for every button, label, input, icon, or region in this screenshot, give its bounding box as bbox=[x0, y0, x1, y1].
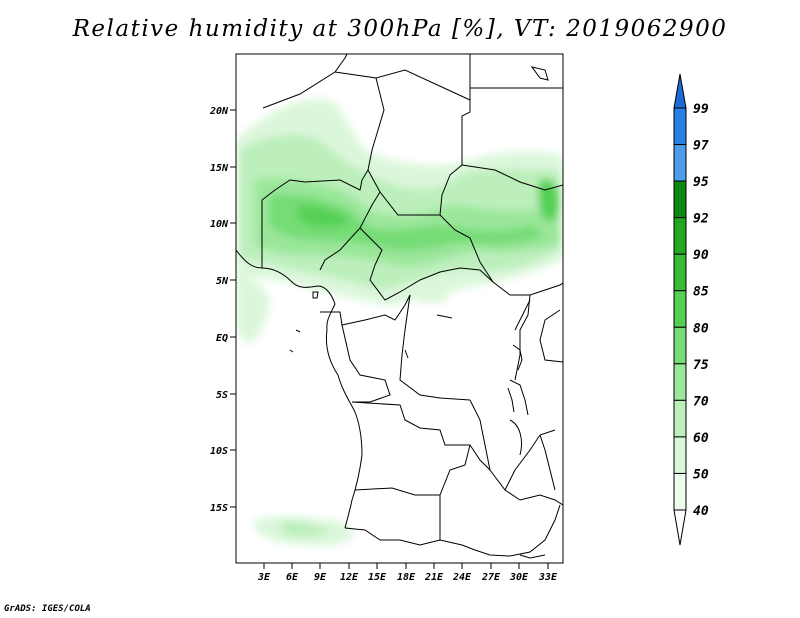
lon-label-18e: 18E bbox=[397, 572, 416, 583]
lat-label-15s: 15S bbox=[210, 503, 228, 514]
colorbar-segment bbox=[673, 363, 687, 401]
colorbar-label: 99 bbox=[693, 102, 709, 117]
colorbar: 99 97 95 92 90 85 80 75 70 60 50 40 bbox=[673, 73, 709, 546]
lon-tick-27e: 27E bbox=[481, 563, 501, 583]
colorbar-segment bbox=[673, 253, 687, 292]
lat-label-15n: 15N bbox=[210, 163, 229, 174]
lon-label-12e: 12E bbox=[340, 572, 359, 583]
lon-label-3e: 3E bbox=[257, 572, 271, 583]
map-frame bbox=[235, 53, 564, 564]
colorbar-label: 85 bbox=[693, 285, 709, 300]
lat-tick-15s: 15S bbox=[210, 503, 236, 514]
colorbar-label: 97 bbox=[693, 139, 709, 154]
lon-label-33e: 33E bbox=[538, 572, 558, 583]
humidity-shading bbox=[236, 99, 563, 547]
colorbar-label: 92 bbox=[693, 212, 709, 227]
lon-tick-21e: 21E bbox=[424, 563, 444, 583]
colorbar-segment bbox=[673, 144, 687, 182]
colorbar-segment bbox=[673, 107, 687, 146]
lon-tick-9e: 9E bbox=[314, 563, 327, 583]
colorbar-label: 80 bbox=[693, 321, 709, 336]
colorbar-segment bbox=[673, 290, 687, 328]
lon-tick-18e: 18E bbox=[397, 563, 416, 583]
lon-tick-33e: 33E bbox=[538, 563, 558, 583]
lat-label-5n: 5N bbox=[216, 276, 229, 287]
colorbar-segment bbox=[673, 326, 687, 365]
colorbar-top-arrow bbox=[673, 73, 687, 109]
colorbar-segment bbox=[673, 472, 687, 511]
lat-tick-5n: 5N bbox=[216, 276, 236, 287]
lat-label-10s: 10S bbox=[210, 446, 228, 457]
lon-label-21e: 21E bbox=[424, 572, 444, 583]
colorbar-label: 60 bbox=[693, 431, 709, 446]
lat-label-5s: 5S bbox=[216, 390, 228, 401]
lat-tick-20n: 20N bbox=[209, 106, 236, 117]
lon-label-6e: 6E bbox=[286, 572, 299, 583]
colorbar-segment bbox=[673, 180, 687, 219]
lat-tick-eq: EQ bbox=[216, 333, 236, 344]
colorbar-segment bbox=[673, 436, 687, 474]
lat-label-eq: EQ bbox=[216, 333, 228, 344]
lon-tick-3e: 3E bbox=[257, 563, 271, 583]
colorbar-label: 95 bbox=[693, 175, 709, 190]
lon-axis: 3E 6E 9E 12E 15E 18E 21E 24E 27E 30E 33E bbox=[257, 563, 558, 583]
lon-label-30e: 30E bbox=[509, 572, 529, 583]
lon-tick-6e: 6E bbox=[286, 563, 299, 583]
lon-tick-12e: 12E bbox=[340, 563, 359, 583]
lat-tick-15n: 15N bbox=[210, 163, 236, 174]
colorbar-label: 40 bbox=[693, 504, 709, 519]
colorbar-label: 90 bbox=[693, 248, 709, 263]
lat-axis: 20N 15N 10N 5N EQ 5S 10S 15S bbox=[209, 106, 236, 514]
lon-tick-30e: 30E bbox=[509, 563, 529, 583]
colorbar-label: 75 bbox=[693, 358, 709, 373]
colorbar-label: 70 bbox=[693, 394, 709, 409]
colorbar-segment bbox=[673, 217, 687, 255]
lon-label-15e: 15E bbox=[368, 572, 387, 583]
lon-tick-24e: 24E bbox=[452, 563, 472, 583]
lat-label-10n: 10N bbox=[210, 219, 229, 230]
lon-label-9e: 9E bbox=[314, 572, 327, 583]
lat-tick-10s: 10S bbox=[210, 446, 236, 457]
lon-label-24e: 24E bbox=[452, 572, 472, 583]
footer-credit: GrADS: IGES/COLA bbox=[4, 604, 91, 614]
colorbar-bottom-arrow bbox=[673, 509, 687, 546]
map-title: Relative humidity at 300hPa [%], VT: 201… bbox=[72, 16, 728, 42]
colorbar-segment bbox=[673, 399, 687, 438]
country-borders bbox=[236, 54, 563, 559]
lat-tick-5s: 5S bbox=[216, 390, 236, 401]
lon-tick-15e: 15E bbox=[368, 563, 387, 583]
lat-label-20n: 20N bbox=[209, 106, 229, 117]
colorbar-label: 50 bbox=[693, 467, 709, 482]
lat-tick-10n: 10N bbox=[210, 219, 236, 230]
lon-label-27e: 27E bbox=[481, 572, 501, 583]
